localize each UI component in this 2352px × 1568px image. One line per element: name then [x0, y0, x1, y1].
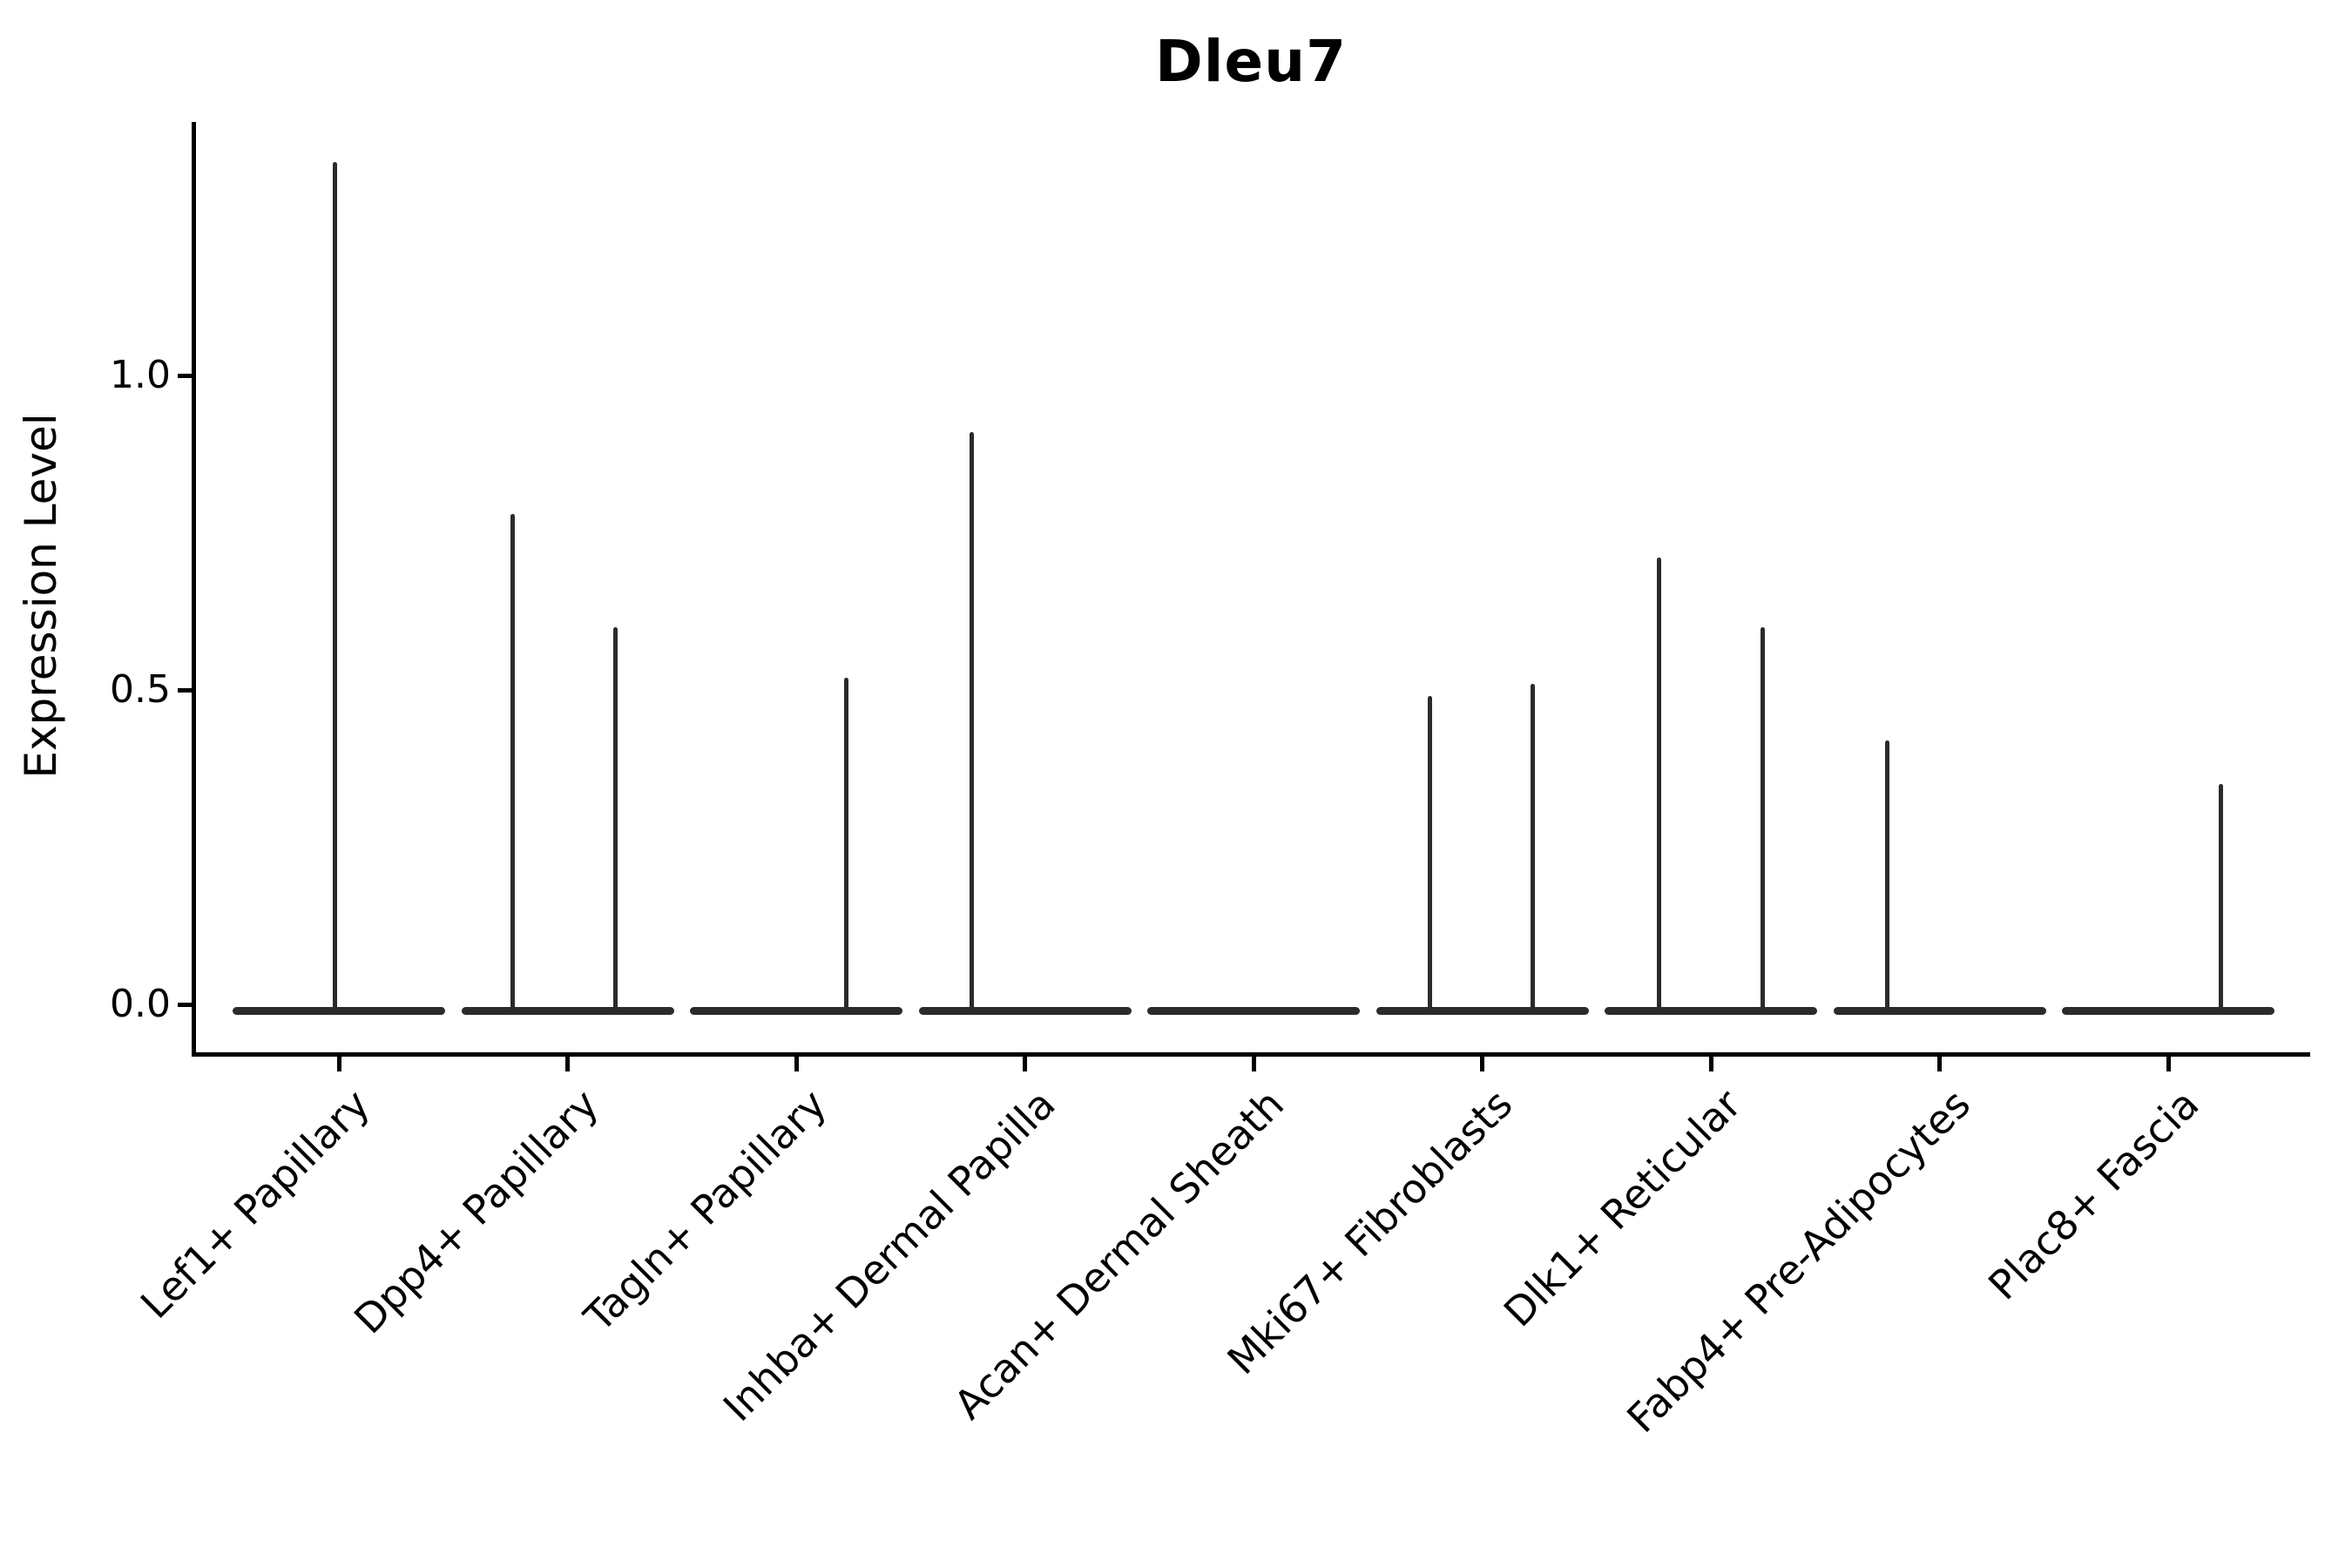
y-axis-line	[192, 122, 196, 1057]
violin-spike	[843, 677, 848, 1010]
y-tick-mark	[178, 1002, 193, 1007]
violin-body	[1147, 1007, 1360, 1015]
x-tick-label: Lef1+ Papillary	[131, 1080, 379, 1328]
y-tick-mark	[178, 373, 193, 378]
x-tick-label: Plac8+ Fascia	[1978, 1080, 2208, 1309]
y-tick-label: 0.5	[110, 667, 171, 712]
violin-body	[461, 1007, 674, 1015]
x-tick-label: Dlk1+ Reticular	[1495, 1080, 1751, 1336]
x-tick-mark	[1937, 1057, 1942, 1071]
violin-spike	[1885, 740, 1889, 1010]
violin-spike	[1656, 558, 1661, 1010]
chart-title: Dleu7	[1154, 28, 1348, 95]
violin-body	[918, 1007, 1132, 1015]
violin-spike	[1531, 683, 1535, 1010]
y-axis-label-text: Expression Level	[16, 413, 66, 779]
y-tick-label: 1.0	[110, 353, 171, 397]
x-tick-label: Dpp4+ Papillary	[344, 1080, 607, 1343]
x-tick-label: Tagln+ Papillary	[575, 1080, 836, 1342]
violin-spike	[1428, 696, 1432, 1010]
violin-body	[233, 1007, 445, 1015]
violin-body	[690, 1007, 902, 1015]
x-tick-mark	[565, 1057, 570, 1071]
violin-spike	[1760, 626, 1765, 1010]
violin-body	[1833, 1007, 2046, 1015]
violin-spike	[332, 161, 337, 1010]
x-tick-mark	[1708, 1057, 1713, 1071]
violin-spike	[2218, 784, 2223, 1010]
x-tick-mark	[1251, 1057, 1256, 1071]
y-tick-mark	[178, 687, 193, 693]
violin-body	[1375, 1007, 1589, 1015]
violin-spike	[970, 431, 974, 1010]
x-tick-mark	[1023, 1057, 1027, 1071]
violin-body	[2062, 1007, 2274, 1015]
violin-spike	[510, 513, 515, 1010]
violin-spike	[613, 626, 618, 1010]
x-axis-line	[192, 1052, 2310, 1057]
x-tick-mark	[336, 1057, 341, 1071]
violin-body	[1605, 1007, 1817, 1015]
x-tick-mark	[2166, 1057, 2171, 1071]
x-tick-mark	[1480, 1057, 1484, 1071]
y-tick-label: 0.0	[110, 982, 171, 1026]
x-tick-mark	[794, 1057, 799, 1071]
